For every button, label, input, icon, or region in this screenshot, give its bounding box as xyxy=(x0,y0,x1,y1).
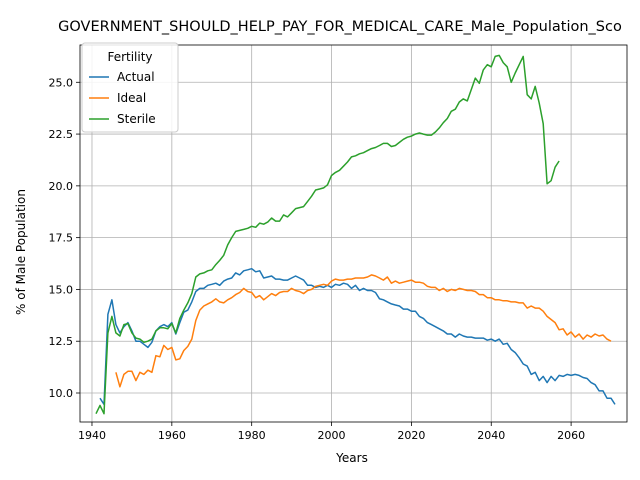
x-axis: 1940 1960 1980 2000 2020 2040 2060 xyxy=(78,422,585,442)
series-line-actual xyxy=(99,267,616,406)
x-axis-label: Years xyxy=(335,451,368,465)
x-tick-label: 1960 xyxy=(158,429,186,442)
y-axis: 10.0 12.5 15.0 17.5 20.0 22.5 25.0 xyxy=(49,76,80,400)
legend-box xyxy=(81,42,179,133)
y-tick-label: 17.5 xyxy=(49,232,74,245)
y-axis-label: % of Male Population xyxy=(14,189,28,315)
x-tick-label: 2040 xyxy=(477,429,505,442)
legend-label-actual: Actual xyxy=(117,70,155,84)
legend-label-sterile: Sterile xyxy=(117,112,156,126)
x-tick-label: 1940 xyxy=(78,429,106,442)
series-line-sterile xyxy=(95,54,560,415)
y-tick-label: 20.0 xyxy=(49,180,74,193)
series-lines xyxy=(95,54,616,415)
legend-label-ideal: Ideal xyxy=(117,91,146,105)
chart-title: GOVERNMENT_SHOULD_HELP_PAY_FOR_MEDICAL_C… xyxy=(58,19,622,35)
grid-lines xyxy=(80,45,627,422)
y-tick-label: 15.0 xyxy=(49,283,74,296)
legend-title: Fertility xyxy=(107,50,152,64)
y-tick-label: 10.0 xyxy=(49,387,74,400)
y-tick-label: 12.5 xyxy=(49,335,74,348)
plot-area-frame xyxy=(79,44,628,423)
series-line-ideal xyxy=(115,274,612,388)
x-tick-label: 1980 xyxy=(238,429,266,442)
y-tick-label: 25.0 xyxy=(49,76,74,89)
x-tick-label: 2000 xyxy=(318,429,346,442)
x-tick-label: 2060 xyxy=(557,429,585,442)
x-tick-label: 2020 xyxy=(397,429,425,442)
legend: Fertility Actual Ideal Sterile xyxy=(81,42,179,133)
y-tick-label: 22.5 xyxy=(49,128,74,141)
